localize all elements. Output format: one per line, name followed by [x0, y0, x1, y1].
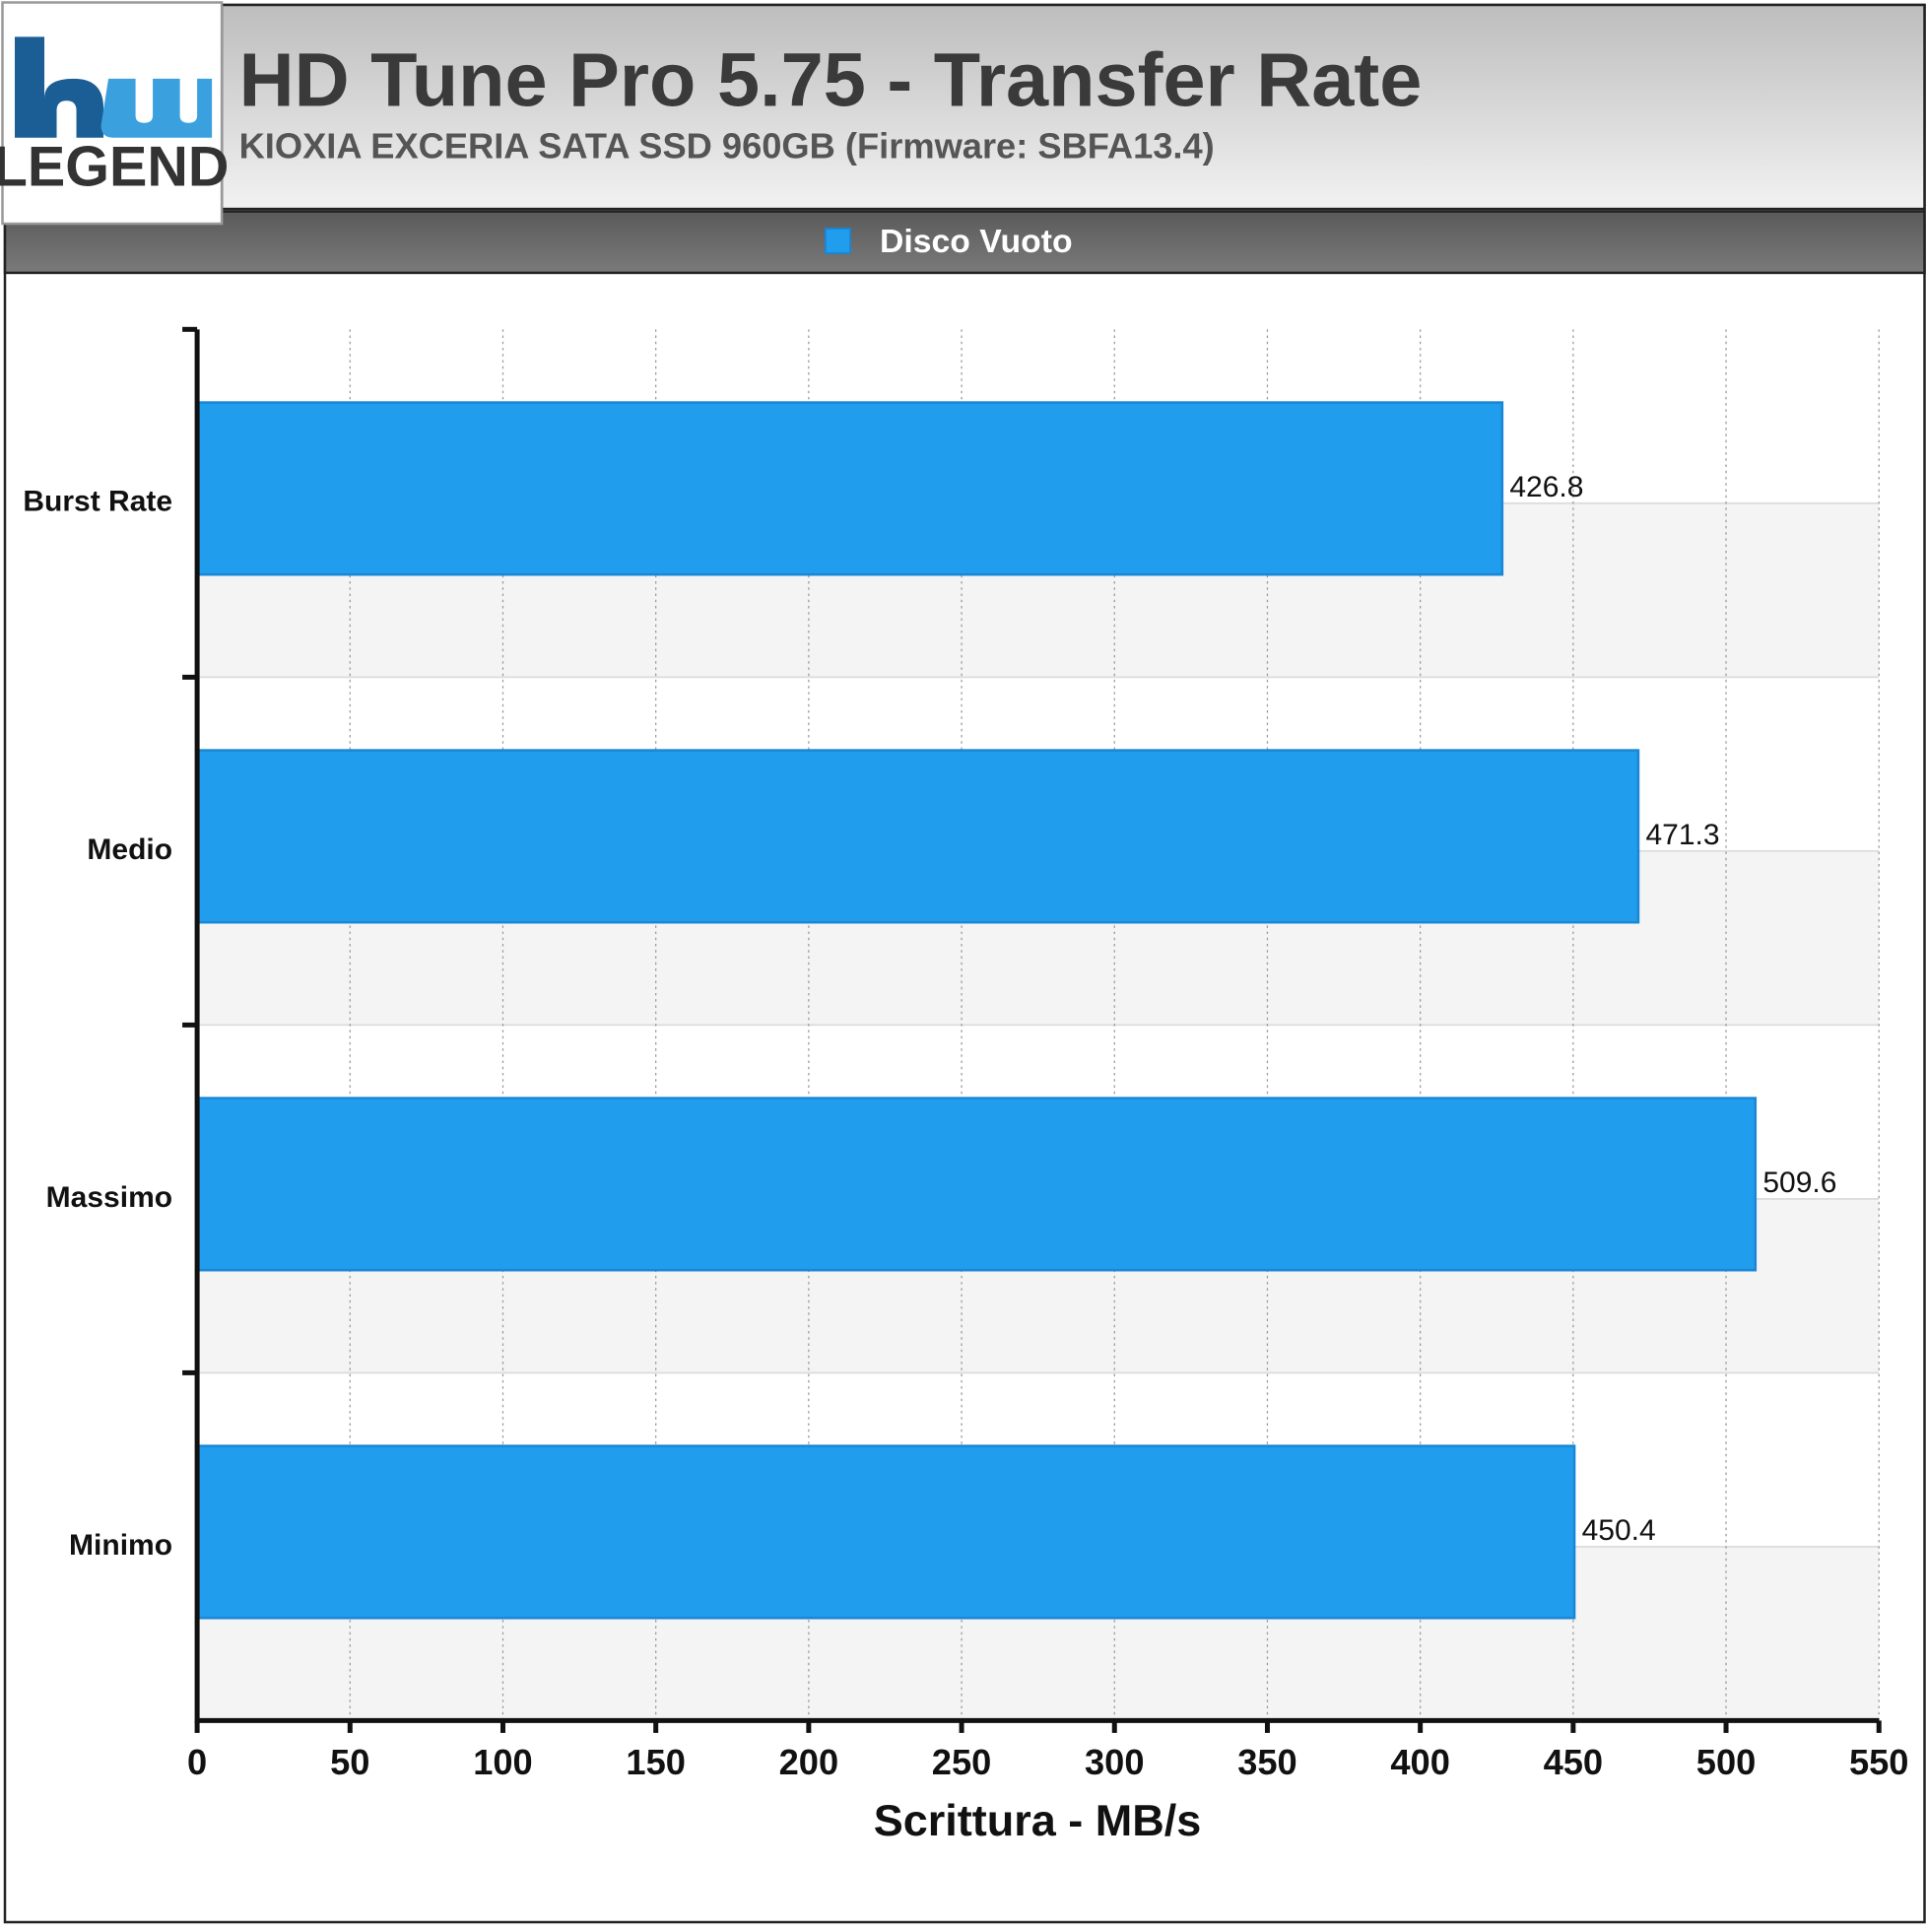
x-tick-label: 100: [473, 1742, 533, 1782]
value-label: 450.4: [1582, 1514, 1656, 1547]
y-tick-label: Burst Rate: [23, 486, 172, 518]
x-tick-label: 350: [1237, 1742, 1297, 1782]
header-bar: [220, 3, 1926, 211]
bar: [195, 1444, 1576, 1620]
bar: [195, 401, 1504, 576]
x-axis-title: Scrittura - MB/s: [874, 1795, 1202, 1845]
chart-title: HD Tune Pro 5.75 - Transfer Rate: [239, 38, 1423, 123]
value-label: 509.6: [1762, 1166, 1836, 1199]
x-tick-label: 300: [1085, 1742, 1145, 1782]
bar: [195, 749, 1640, 924]
value-label: 426.8: [1509, 471, 1583, 503]
x-tick-label: 0: [187, 1742, 207, 1782]
y-tick-label: Minimo: [69, 1529, 172, 1562]
x-tick-label: 50: [330, 1742, 369, 1782]
y-tick-label: Massimo: [46, 1181, 172, 1214]
x-tick-label: 200: [779, 1742, 839, 1782]
legend-label: Disco Vuoto: [880, 223, 1073, 260]
x-tick-label: 500: [1696, 1742, 1757, 1782]
x-tick-label: 550: [1849, 1742, 1909, 1782]
x-tick-label: 450: [1544, 1742, 1604, 1782]
x-tick-label: 150: [626, 1742, 686, 1782]
logo-mark: [15, 36, 104, 138]
logo: LEGEND: [0, 1, 229, 226]
legend-bar: [3, 210, 1926, 275]
bar: [195, 1097, 1758, 1272]
x-tick-label: 250: [932, 1742, 992, 1782]
legend-swatch: [824, 228, 851, 254]
chart-subtitle: KIOXIA EXCERIA SATA SSD 960GB (Firmware:…: [239, 126, 1215, 167]
logo-text: LEGEND: [0, 136, 229, 199]
logo-mark: [100, 78, 213, 138]
y-tick-label: Medio: [87, 833, 172, 866]
x-tick-label: 400: [1390, 1742, 1450, 1782]
value-label: 471.3: [1645, 819, 1719, 851]
